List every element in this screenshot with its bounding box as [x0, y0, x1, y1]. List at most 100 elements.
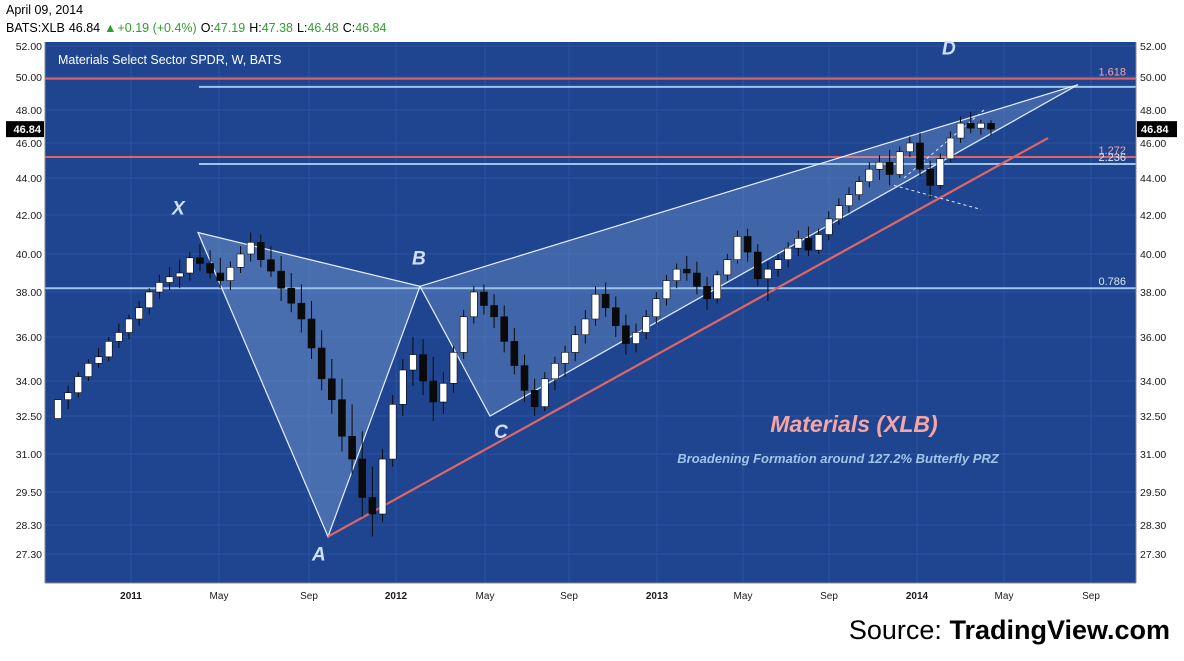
- candle-up: [591, 293, 600, 320]
- candle-down: [287, 287, 296, 304]
- xa-leg: [197, 232, 329, 537]
- candle-down: [510, 341, 519, 366]
- candle: [64, 385, 72, 409]
- candle-up: [84, 363, 93, 377]
- candle: [287, 273, 296, 313]
- candle-down: [743, 236, 752, 253]
- support-trendline: [327, 137, 1049, 538]
- candle: [794, 230, 803, 256]
- candle: [520, 354, 529, 402]
- y-tick-left: 48.00: [16, 105, 42, 117]
- y-tick-left: 36.00: [16, 332, 42, 344]
- candle: [419, 339, 427, 395]
- candle-up: [561, 352, 569, 364]
- candle-up: [186, 257, 194, 274]
- candle-down: [611, 307, 620, 327]
- x-tick: Sep: [1082, 591, 1100, 602]
- candle: [540, 372, 549, 412]
- candle-up: [94, 356, 103, 364]
- candle: [429, 356, 438, 422]
- candle-down: [216, 272, 225, 281]
- candle: [297, 284, 306, 333]
- candle: [916, 133, 924, 177]
- candle-up: [713, 274, 721, 300]
- last-price-badge-right: [1137, 121, 1177, 138]
- level-label: 1.618: [1098, 67, 1126, 79]
- x-tick: Sep: [820, 591, 838, 602]
- source-brand[interactable]: TradingView.com: [949, 615, 1170, 645]
- candle: [835, 198, 843, 225]
- candle-up: [74, 376, 83, 393]
- candle-up: [764, 268, 772, 279]
- candle-down: [987, 123, 995, 130]
- candle: [317, 330, 326, 391]
- y-tick-right: 27.30: [1140, 549, 1166, 561]
- candle: [135, 301, 143, 326]
- candle: [530, 378, 539, 416]
- candle: [804, 226, 813, 256]
- candle: [622, 314, 630, 355]
- price-change: +0.19 (+0.4%): [117, 21, 197, 35]
- candle: [480, 284, 488, 315]
- candle-down: [317, 347, 326, 380]
- candle-down: [348, 435, 356, 460]
- candle: [388, 395, 397, 467]
- candle-down: [206, 263, 214, 274]
- candle-down: [267, 259, 275, 272]
- candle-up: [855, 181, 863, 195]
- candle: [601, 282, 610, 317]
- candle: [246, 232, 255, 262]
- candle: [784, 242, 792, 268]
- candle-down: [926, 168, 934, 186]
- y-tick-right: 38.00: [1140, 287, 1166, 299]
- candle: [682, 255, 691, 281]
- candle-up: [115, 332, 123, 342]
- candle-up: [388, 404, 397, 460]
- candle: [500, 305, 509, 353]
- candle: [175, 259, 184, 289]
- level-label: 0.786: [1098, 276, 1126, 288]
- y-tick-left: 46.00: [16, 138, 42, 150]
- chart-panel[interactable]: 1.618 1.272 2.236 0.786 X A B C D Materials Sele…: [6, 40, 1178, 605]
- candle: [774, 254, 782, 277]
- candle-down: [480, 291, 488, 306]
- annotation-main: Materials (XLB): [770, 411, 937, 437]
- candle-up: [125, 318, 133, 333]
- y-tick-right: 34.00: [1140, 376, 1166, 388]
- candle-down: [622, 325, 630, 344]
- x-tick: 2013: [646, 591, 669, 602]
- candle-up: [399, 369, 407, 405]
- candle-down: [429, 380, 438, 403]
- level-label: 1.272: [1098, 145, 1126, 157]
- candle-down: [520, 365, 529, 391]
- y-tick-left: 34.00: [16, 376, 42, 388]
- y-tick-left: 28.30: [16, 520, 42, 532]
- x-tick: May: [995, 591, 1014, 602]
- candle-down: [682, 268, 691, 274]
- y-tick-right: 42.00: [1140, 210, 1166, 222]
- plot-area: [45, 42, 1136, 583]
- candle-up: [246, 242, 255, 255]
- y-tick-right: 40.00: [1140, 249, 1166, 261]
- candle-up: [774, 259, 782, 270]
- candle-up: [824, 218, 833, 235]
- x-tick: May: [734, 591, 753, 602]
- candle: [885, 150, 894, 186]
- candle-down: [338, 399, 346, 437]
- candle-down: [358, 458, 367, 498]
- candle-up: [145, 291, 154, 309]
- x-tick: May: [210, 591, 229, 602]
- candle-down: [753, 251, 762, 280]
- candle-up: [906, 142, 914, 153]
- candle: [652, 292, 661, 324]
- candle-up: [956, 122, 965, 139]
- candle-up: [845, 194, 853, 207]
- candle: [54, 399, 62, 419]
- candle: [409, 337, 417, 386]
- x-tick: 2012: [385, 591, 408, 602]
- pattern-point-x: X: [171, 199, 186, 220]
- candle: [581, 310, 590, 344]
- candle: [257, 234, 265, 268]
- candle: [267, 246, 275, 277]
